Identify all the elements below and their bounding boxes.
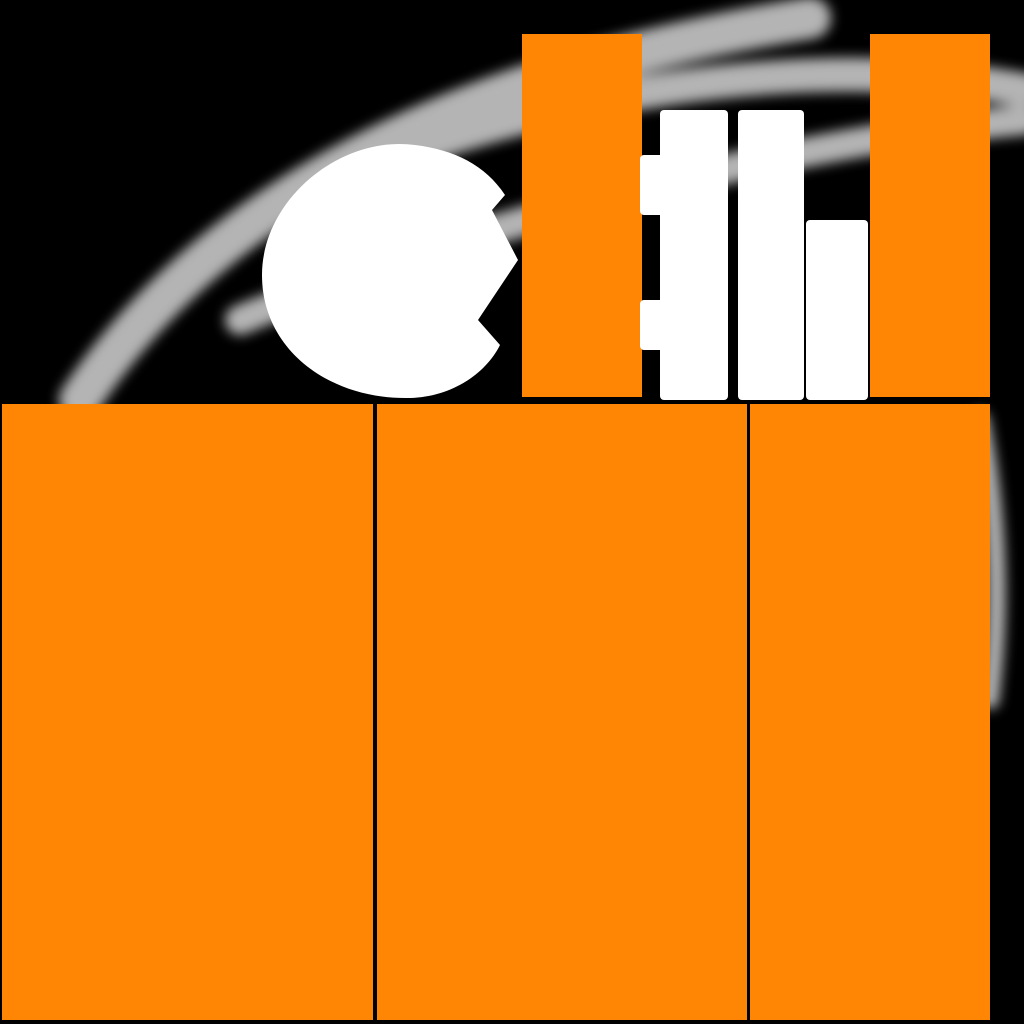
glyph-bar-5	[640, 300, 680, 350]
tile-bottom-right	[750, 404, 990, 1020]
glyph-bar-1	[660, 110, 728, 400]
tile-bottom-left	[2, 404, 373, 1020]
glyph-circle	[262, 143, 518, 399]
tile-top-left-bar	[522, 34, 642, 397]
glyph-bar-3	[806, 220, 868, 400]
tile-bottom-middle	[377, 404, 747, 1020]
glyph-bar-4	[640, 155, 680, 215]
glyph-bar-2	[738, 110, 804, 400]
tile-top-right-bar	[870, 34, 990, 397]
